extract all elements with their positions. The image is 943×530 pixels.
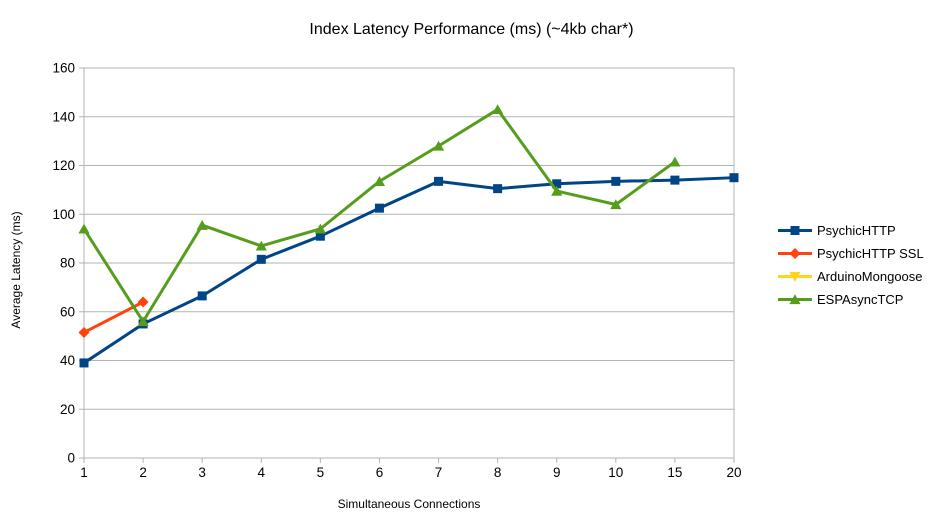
legend-label-espasynctcp: ESPAsyncTCP <box>817 292 904 307</box>
series-point-espasynctcp <box>137 316 149 327</box>
x-tick-label: 20 <box>726 465 741 480</box>
y-tick-label: 20 <box>60 402 75 417</box>
series-point-psychichttp <box>374 203 384 213</box>
series-point-psychichttp <box>434 176 444 186</box>
legend-item-espasynctcp: ESPAsyncTCP <box>778 288 924 311</box>
legend-label-psychichttp-ssl: PsychicHTTP SSL <box>817 246 924 261</box>
x-tick-label: 15 <box>667 465 682 480</box>
series-point-psychichttp-ssl <box>137 296 149 308</box>
x-tick-label: 5 <box>317 465 325 480</box>
series-point-psychichttp <box>315 231 325 241</box>
series-point-psychichttp <box>670 175 680 185</box>
legend-item-arduinomongoose: ArduinoMongoose <box>778 265 924 288</box>
legend-triangle-up-marker-icon <box>778 294 812 305</box>
y-tick-label: 100 <box>52 207 75 222</box>
series-point-psychichttp <box>256 254 266 264</box>
y-tick-label: 160 <box>52 61 75 76</box>
y-tick-label: 40 <box>60 353 75 368</box>
series-point-psychichttp <box>729 173 739 183</box>
series-point-espasynctcp <box>373 176 386 186</box>
x-axis-title: Simultaneous Connections <box>337 497 481 511</box>
legend-label-psychichttp: PsychicHTTP <box>817 223 896 238</box>
legend-diamond-marker-icon <box>778 248 812 259</box>
series-point-espasynctcp <box>432 140 445 151</box>
y-tick-label: 0 <box>67 451 75 466</box>
legend-item-psychichttp: PsychicHTTP <box>778 219 924 242</box>
x-tick-label: 3 <box>198 465 206 480</box>
legend-item-psychichttp-ssl: PsychicHTTP SSL <box>778 242 924 265</box>
legend-marker-sample-psychichttp-ssl <box>789 248 801 259</box>
chart-title: Index Latency Performance (ms) (~4kb cha… <box>309 21 634 38</box>
legend-marker-sample-espasynctcp <box>789 294 801 305</box>
series-point-psychichttp <box>197 291 207 301</box>
legend-label-arduinomongoose: ArduinoMongoose <box>817 269 923 284</box>
series-point-psychichttp <box>611 176 621 186</box>
series-point-espasynctcp <box>196 220 208 230</box>
x-tick-label: 4 <box>258 465 266 480</box>
y-tick-label: 80 <box>60 256 75 271</box>
y-tick-label: 60 <box>60 304 75 319</box>
legend: PsychicHTTP PsychicHTTP SSL ArduinoMongoos… <box>778 219 924 311</box>
y-tick-label: 120 <box>52 158 75 173</box>
legend-triangle-down-marker-icon <box>778 271 812 282</box>
series-line-espasynctcp <box>82 107 677 323</box>
x-tick-label: 7 <box>435 465 443 480</box>
x-tick-label: 2 <box>139 465 147 480</box>
x-tick-label: 9 <box>553 465 561 480</box>
x-tick-label: 1 <box>80 465 88 480</box>
series-point-psychichttp <box>493 184 503 194</box>
legend-square-marker-icon <box>778 226 812 235</box>
x-tick-label: 8 <box>494 465 502 480</box>
series-point-psychichttp <box>79 358 89 368</box>
series-point-espasynctcp <box>78 223 90 234</box>
series-point-espasynctcp <box>551 185 563 196</box>
series-point-psychichttp <box>552 179 562 189</box>
series-point-espasynctcp <box>314 223 326 234</box>
y-tick-label: 140 <box>52 109 75 124</box>
series-point-psychichttp-ssl <box>78 326 90 338</box>
series-point-espasynctcp <box>610 199 622 210</box>
legend-marker-sample-arduinomongoose <box>789 271 801 282</box>
x-tick-label: 6 <box>376 465 384 480</box>
series-point-espasynctcp <box>492 104 504 115</box>
x-tick-label: 10 <box>608 465 623 480</box>
series-point-espasynctcp <box>669 156 681 167</box>
series-point-espasynctcp <box>255 240 267 251</box>
legend-marker-sample-psychichttp <box>790 226 800 235</box>
series-line-psychichttp <box>82 176 736 365</box>
